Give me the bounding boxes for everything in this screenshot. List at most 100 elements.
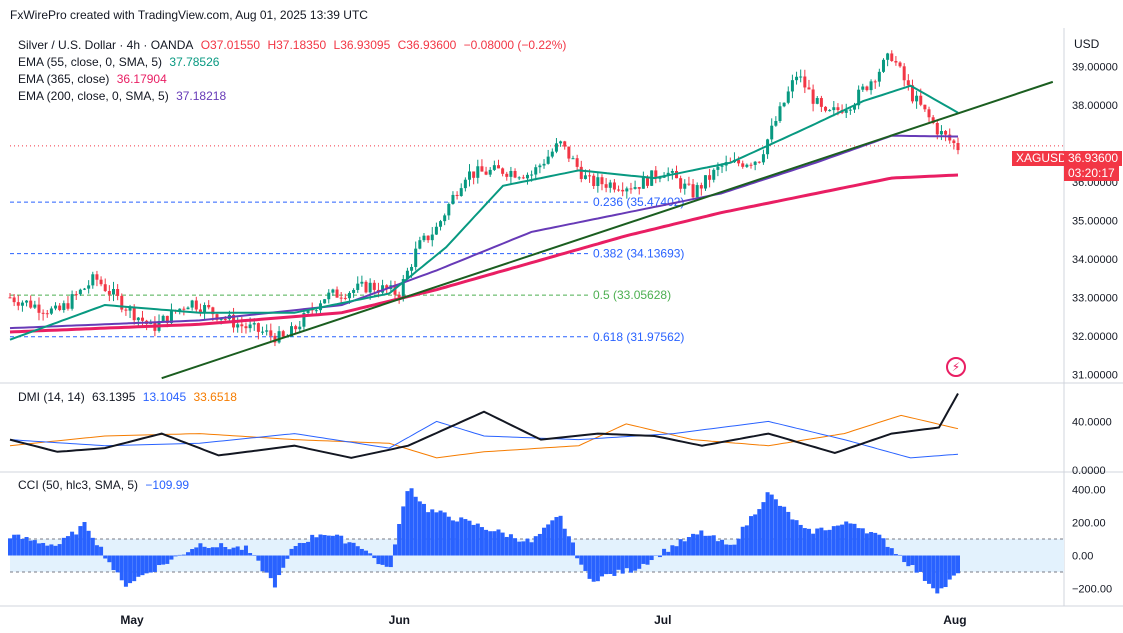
cci-bar [426,512,431,556]
cci-bar [364,550,369,556]
cci-bar [421,503,426,556]
cci-bar [902,555,907,563]
candle-body [360,281,364,284]
cci-bar [177,554,182,556]
cci-bar [844,521,849,556]
lightning-icon[interactable]: ⚡ [946,357,966,377]
cci-bar [459,517,464,556]
dmi-minus-value: 33.6518 [193,390,237,404]
candle-body [836,107,840,111]
candle-body [439,221,443,227]
candle-body [273,335,277,343]
cci-bar [169,555,174,560]
candle-body [161,315,165,322]
cci-bar [517,541,522,556]
candle-body [567,146,571,159]
candle-body [132,306,136,321]
candle-body [890,53,894,61]
cci-bar [252,554,257,556]
candle-body [455,194,459,197]
cci-bar [438,510,443,556]
dmi-adx-line [9,393,959,459]
candle-body [314,310,318,312]
cci-bar [123,555,128,587]
cci-bar [508,534,513,556]
candle-body [542,163,546,166]
cci-bar [417,501,422,556]
cci-bar [691,533,696,556]
candle-body [194,300,198,310]
cci-bar [703,535,708,556]
cci-bar [484,529,489,556]
cci-bar [471,524,476,556]
candle-body [658,177,662,179]
cci-bar [604,555,609,575]
candle-body [87,285,91,289]
candle-body [939,131,943,135]
cci-bar [36,543,41,556]
cci-bar [347,542,352,556]
currency-selector[interactable]: USD [1074,37,1100,51]
candle-body [935,123,939,135]
cci-bar [496,529,501,556]
candle-body [323,299,327,304]
candle-body [223,318,227,320]
candle-body [136,317,140,321]
cci-bar [384,555,389,567]
candle-body [853,105,857,110]
candle-body [298,326,302,330]
cci-bar [455,521,460,556]
cci-bar [235,546,240,556]
fib-level-label: 0.5 (33.05628) [593,288,671,302]
cci-bar [571,542,576,556]
candle-body [554,143,558,152]
cci-bar [740,526,745,556]
cci-bar [906,555,911,567]
ema55-value: 37.78526 [169,55,220,69]
candle-body [25,300,29,303]
cci-bar [86,530,91,556]
cci-bar [686,537,691,556]
ema55-legend[interactable]: EMA (55, close, 0, SMA, 5) 37.78526 [18,55,223,69]
cci-bar [99,546,104,556]
ema200-legend[interactable]: EMA (200, close, 0, SMA, 5) 37.18218 [18,89,230,103]
cci-bar [500,532,505,556]
candle-body [886,53,890,60]
cci-bar [301,543,306,556]
cci-bar [70,531,75,556]
cci-bar [521,541,526,556]
cci-legend[interactable]: CCI (50, hlc3, SMA, 5) −109.99 [18,478,193,492]
candle-body [385,285,389,290]
candle-body [140,317,144,321]
candle-body [881,59,885,72]
cci-bar [463,519,468,556]
candle-body [629,188,633,190]
cci-bar [529,542,534,556]
candle-body [265,330,269,332]
cci-bar [61,537,66,556]
cci-bar [198,543,203,556]
cci-bar [210,547,215,556]
candle-body [592,175,596,187]
dmi-legend[interactable]: DMI (14, 14) 63.1395 13.1045 33.6518 [18,390,241,404]
candle-body [596,177,600,187]
candle-body [753,161,757,165]
cci-bar [181,554,186,556]
cci-bar [707,535,712,556]
ohlc-open: O37.01550 [200,38,261,52]
cci-bar [835,525,840,556]
candle-body [699,185,703,189]
candle-body [579,166,583,179]
symbol-legend[interactable]: Silver / U.S. Dollar · 4h · OANDA O37.01… [18,38,570,52]
cci-bar [405,491,410,556]
cci-tick-label: 0.00 [1072,551,1093,563]
cci-bar [343,543,348,556]
candle-body [571,158,575,160]
ema200-value: 37.18218 [176,89,227,103]
candle-body [646,176,650,186]
candle-body [476,166,480,178]
cci-bar [310,534,315,556]
ema365-legend[interactable]: EMA (365, close) 36.17904 [18,72,171,86]
candle-body [29,300,33,308]
